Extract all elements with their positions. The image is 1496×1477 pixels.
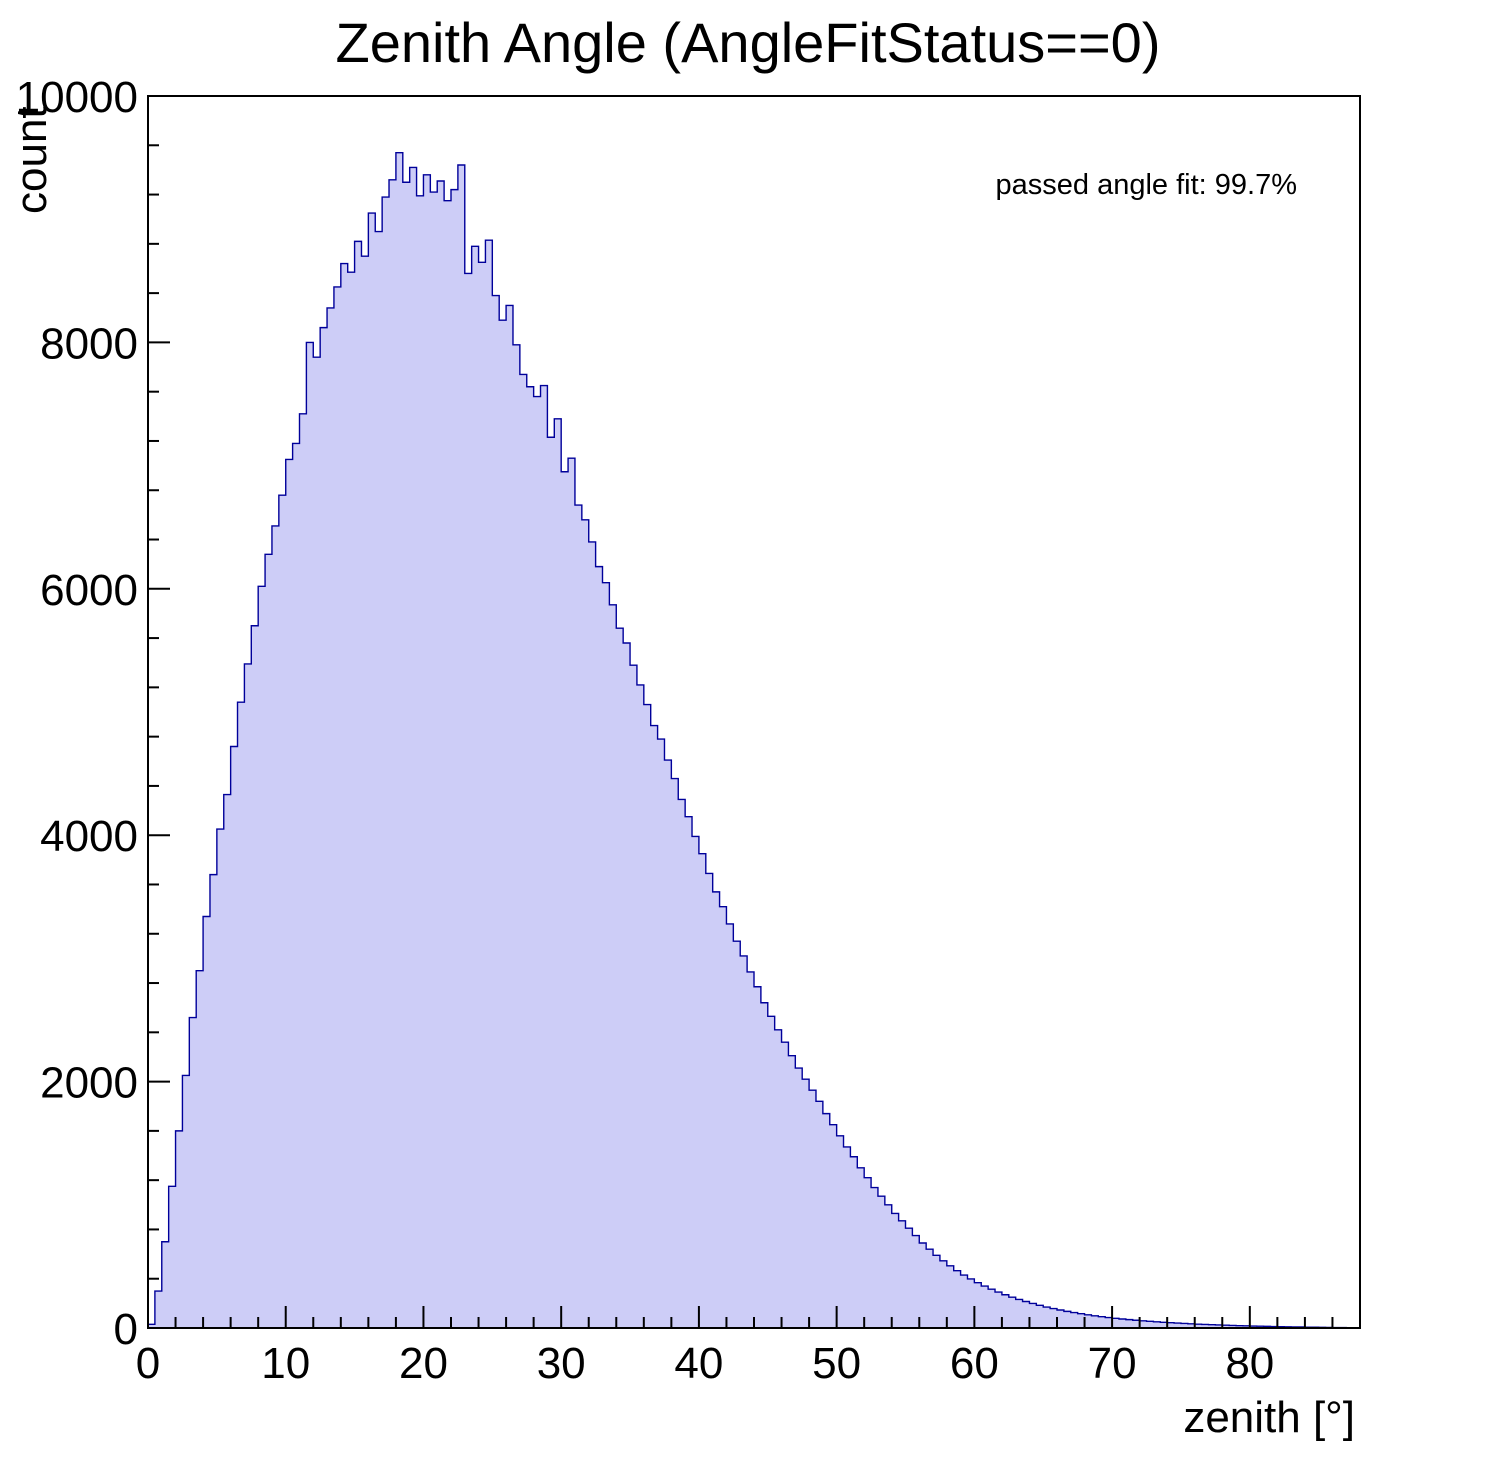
chart-title: Zenith Angle (AngleFitStatus==0): [336, 11, 1161, 74]
y-tick-label: 8000: [40, 319, 138, 368]
y-tick-label: 2000: [40, 1059, 138, 1108]
x-axis-title: zenith [°]: [1183, 1393, 1355, 1442]
y-axis-title: count: [7, 106, 56, 214]
histogram-series: [147, 151, 1361, 1329]
x-tick-label: 50: [812, 1339, 861, 1388]
x-tick-label: 30: [537, 1339, 586, 1388]
annotation-passed-angle-fit: passed angle fit: 99.7%: [996, 169, 1297, 201]
x-tick-label: 20: [399, 1339, 448, 1388]
axis-tick-labels: 0 10 20 30 40 50 60 70 80 0 2000 4000 6000 8000 10000: [16, 73, 1275, 1388]
y-tick-label: 0: [114, 1305, 138, 1354]
y-tick-label: 10000: [16, 73, 138, 122]
x-tick-label: 40: [674, 1339, 723, 1388]
y-tick-label: 4000: [40, 812, 138, 861]
x-tick-label: 10: [261, 1339, 310, 1388]
x-tick-label: 80: [1225, 1339, 1274, 1388]
axis-ticks: [147, 95, 1361, 1329]
x-tick-label: 0: [136, 1339, 160, 1388]
x-tick-label: 70: [1088, 1339, 1137, 1388]
y-tick-label: 6000: [40, 566, 138, 615]
x-tick-label: 60: [950, 1339, 999, 1388]
